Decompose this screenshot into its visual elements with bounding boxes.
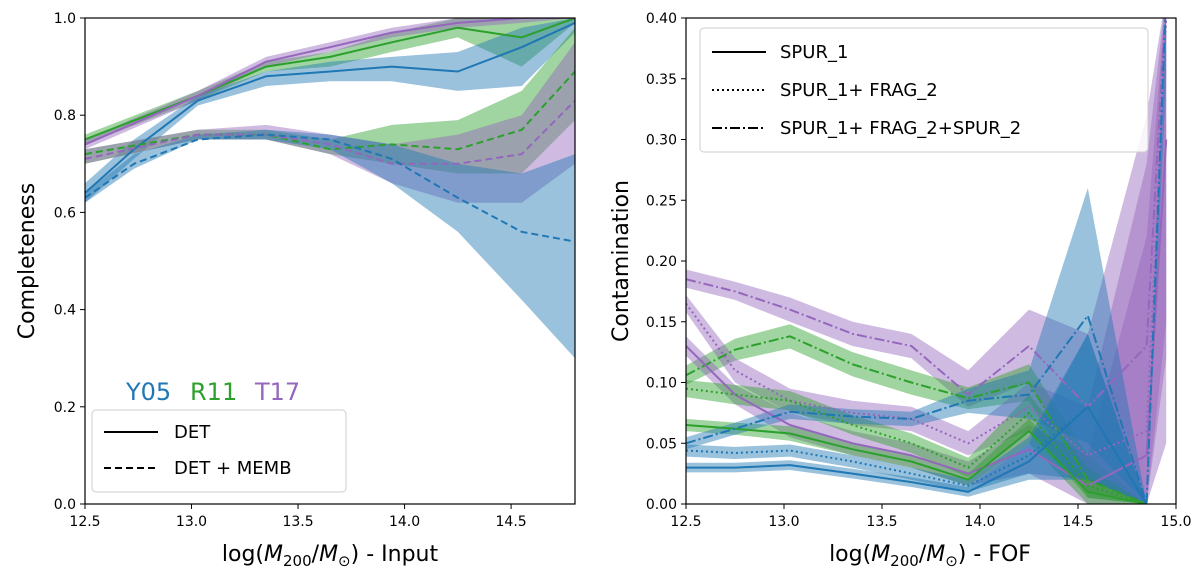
- legend-label-spur1: SPUR_1: [780, 42, 848, 63]
- contamination-lines: [686, 18, 1168, 504]
- contamination-axes-frame: [685, 17, 1177, 505]
- completeness-line-t17-det: [85, 18, 575, 146]
- contamination-xtick-label: 13.0: [768, 514, 799, 530]
- legend-box: [699, 27, 1149, 153]
- contamination-ytick-label: 0.40: [646, 11, 677, 27]
- contamination-xtick-label: 13.5: [866, 514, 897, 530]
- model-label-r11: R11: [190, 378, 237, 406]
- completeness-xlabel: log(M200/M⊙) - Input: [222, 542, 439, 570]
- contamination-line-r11-spur-1: [686, 424, 1147, 504]
- contamination-line-y05-spur-1-frag-2-spur-2: [686, 18, 1167, 504]
- contamination-line-r11-spur-1-frag-2-spur-2: [686, 335, 1147, 504]
- contamination-ticks: 12.5 13.0 13.5 14.0 14.5 15.0 0.00 0.05 0.10 0.15…: [646, 11, 1192, 530]
- contamination-ytick-label: 0.20: [646, 254, 677, 270]
- contamination-line-y05-spur-1: [686, 405, 1148, 504]
- legend-label-spur1-frag2-spur2: SPUR_1+ FRAG_2+SPUR_2: [780, 118, 1021, 139]
- contamination-band-r11-spur-1: [686, 418, 1147, 504]
- completeness-ylabel: Completeness: [15, 183, 40, 339]
- completeness-xtick-label: 13.0: [176, 514, 207, 530]
- completeness-band-y05-det-memb: [85, 129, 575, 359]
- completeness-ytick-label: 0.8: [54, 108, 76, 124]
- model-label-t17: T17: [254, 378, 300, 406]
- completeness-bands: [85, 18, 575, 359]
- contamination-ytick-label: 0.00: [646, 497, 677, 513]
- completeness-band-t17-det: [85, 18, 575, 150]
- completeness-line-y05-det-memb: [85, 133, 575, 243]
- contamination-ytick-label: 0.35: [646, 72, 677, 88]
- contamination-band-y05-spur-1-frag-2: [686, 333, 1147, 504]
- contamination-band-t17-spur-1-frag-2-spur-2: [686, 18, 1167, 504]
- completeness-band-y05-det: [85, 18, 575, 203]
- contamination-legend: SPUR_1 SPUR_1+ FRAG_2 SPUR_1+ FRAG_2+SPU…: [699, 27, 1149, 153]
- contamination-xtick-label: 12.5: [670, 514, 701, 530]
- completeness-xtick-label: 14.5: [496, 514, 527, 530]
- contamination-line-t17-spur-1-frag-2-spur-2: [686, 18, 1166, 408]
- completeness-line-t17-det-memb: [85, 99, 575, 165]
- completeness-ytick-label: 1.0: [54, 11, 76, 27]
- contamination-xtick-label: 14.5: [1062, 514, 1093, 530]
- contamination-xtick-label: 15.0: [1160, 514, 1191, 530]
- contamination-ytick-label: 0.05: [646, 436, 677, 452]
- completeness-legend: DET DET + MEMB: [91, 409, 347, 493]
- completeness-ticks: 12.5 13.0 13.5 14.0 14.5 0.0 0.2 0.4 0.6 0.8 1.0: [54, 11, 527, 530]
- completeness-band-r11-det: [85, 18, 575, 145]
- completeness-ytick-label: 0.6: [54, 205, 76, 221]
- contamination-panel: 12.5 13.0 13.5 14.0 14.5 15.0 0.00 0.05 0.10 0.15…: [609, 11, 1192, 570]
- legend-label-spur1-frag2: SPUR_1+ FRAG_2: [780, 80, 938, 101]
- contamination-band-y05-spur-1-frag-2-spur-2: [686, 18, 1167, 504]
- contamination-ylabel: Contamination: [609, 180, 634, 342]
- completeness-lines: [85, 18, 575, 243]
- legend-label-det: DET: [174, 422, 211, 443]
- contamination-band-r11-spur-1-frag-2: [686, 380, 1147, 504]
- contamination-band-r11-spur-1-frag-2-spur-2: [686, 324, 1147, 504]
- model-label-y05: Y05: [125, 378, 171, 406]
- completeness-ytick-label: 0.4: [54, 303, 76, 319]
- contamination-ytick-label: 0.30: [646, 133, 677, 149]
- contamination-ytick-label: 0.15: [646, 315, 677, 331]
- legend-box: [91, 409, 347, 493]
- completeness-ytick-label: 0.0: [54, 497, 76, 513]
- completeness-band-t17-det-memb: [85, 42, 575, 203]
- contamination-line-t17-spur-1: [686, 139, 1168, 487]
- contamination-band-y05-spur-1: [686, 333, 1147, 504]
- legend-label-det-memb: DET + MEMB: [174, 458, 292, 479]
- completeness-xtick-label: 14.0: [389, 514, 420, 530]
- completeness-axes-frame: [84, 17, 576, 505]
- contamination-ytick-label: 0.25: [646, 193, 677, 209]
- completeness-band-r11-det-memb: [85, 27, 575, 174]
- contamination-xlabel: log(M200/M⊙) - FOF: [829, 542, 1031, 570]
- completeness-xtick-label: 13.5: [282, 514, 313, 530]
- completeness-panel: 12.5 13.0 13.5 14.0 14.5 0.0 0.2 0.4 0.6 0.8 1.0 C…: [15, 11, 576, 570]
- contamination-xtick-label: 14.0: [964, 514, 995, 530]
- contamination-ytick-label: 0.10: [646, 376, 677, 392]
- completeness-line-y05-det: [85, 21, 575, 194]
- completeness-ytick-label: 0.2: [54, 400, 76, 416]
- completeness-xtick-label: 12.5: [69, 514, 100, 530]
